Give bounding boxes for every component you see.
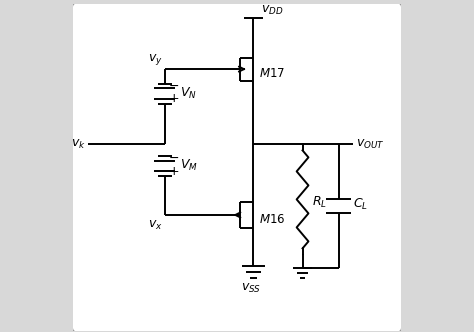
Text: $C_L$: $C_L$ xyxy=(353,197,368,212)
FancyBboxPatch shape xyxy=(72,2,402,332)
Text: $v_{OUT}$: $v_{OUT}$ xyxy=(356,138,384,151)
Text: $+$: $+$ xyxy=(168,165,180,178)
Text: $v_k$: $v_k$ xyxy=(71,138,85,151)
Text: $v_x$: $v_x$ xyxy=(147,219,162,232)
Text: $M17$: $M17$ xyxy=(259,66,285,80)
Text: $-$: $-$ xyxy=(168,79,179,92)
Text: $v_{DD}$: $v_{DD}$ xyxy=(261,4,283,17)
Text: $v_y$: $v_y$ xyxy=(147,52,162,67)
Text: $v_{SS}$: $v_{SS}$ xyxy=(241,282,261,295)
Text: $R_L$: $R_L$ xyxy=(312,195,327,210)
Text: $V_M$: $V_M$ xyxy=(180,158,198,173)
Text: $-$: $-$ xyxy=(168,151,179,164)
Text: $+$: $+$ xyxy=(168,92,180,106)
Text: $V_N$: $V_N$ xyxy=(180,86,197,101)
Text: $M16$: $M16$ xyxy=(259,213,286,226)
